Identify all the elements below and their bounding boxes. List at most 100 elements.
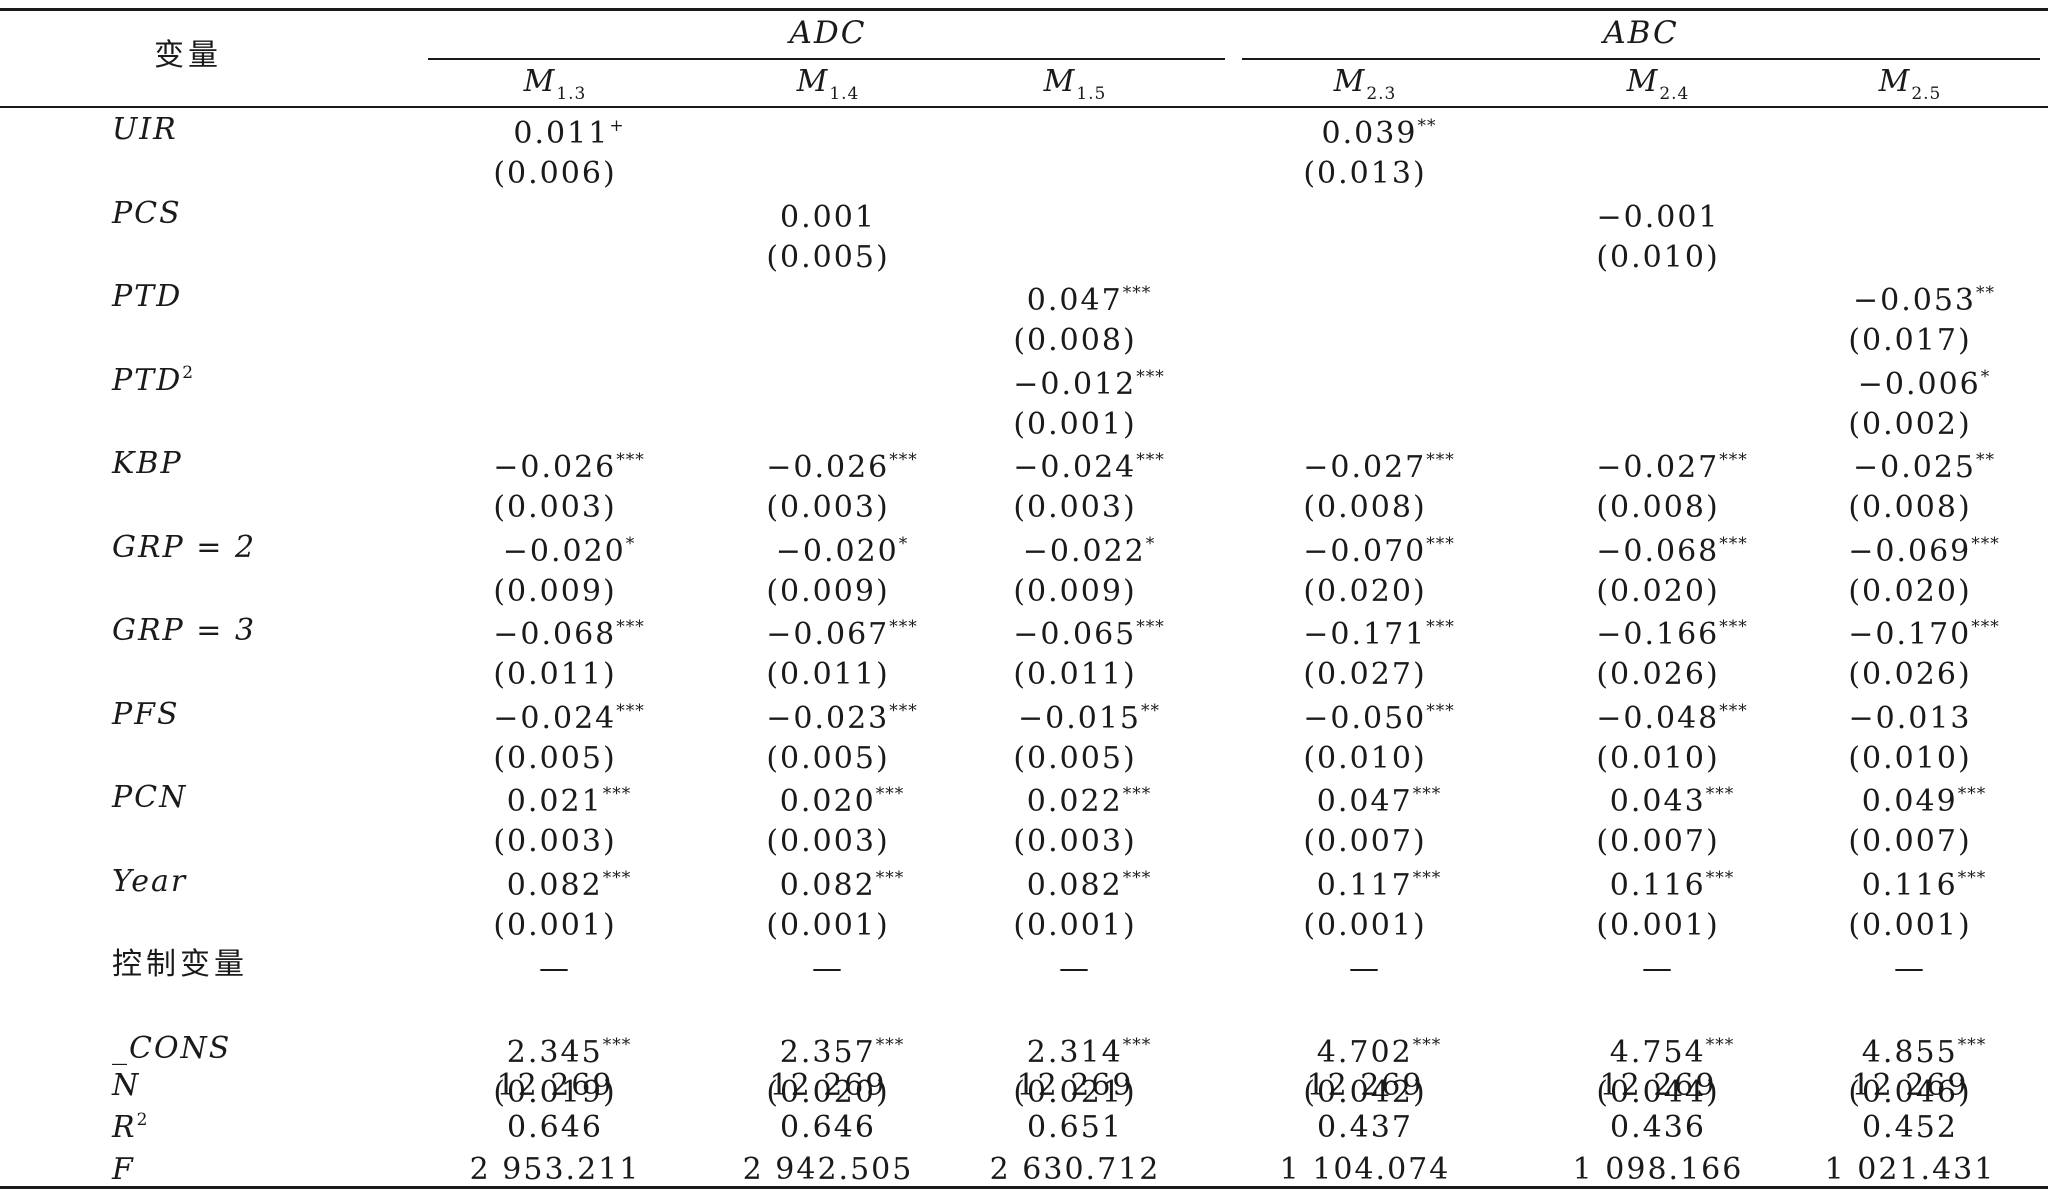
stat-label-text: R	[112, 1110, 137, 1145]
significance-stars: ***	[1971, 533, 2000, 554]
significance-stars: **	[1141, 700, 1161, 721]
standard-error-cell: (0.002)	[1848, 406, 1972, 442]
coefficient-value: —	[1349, 951, 1381, 986]
stat-value-cell: 1 098.166	[1572, 1152, 1744, 1187]
row-label: 控制变量	[112, 947, 248, 983]
row-label: UIR	[112, 112, 178, 148]
standard-error-cell: (0.046)	[1848, 1074, 1972, 1110]
row-label: GRP = 3	[112, 613, 256, 649]
coefficient-value: −0.171	[1303, 617, 1427, 652]
coefficient-value: −0.065	[1013, 617, 1137, 652]
coefficient-value: −0.025	[1852, 450, 1977, 485]
standard-error-cell: (0.009)	[766, 573, 890, 609]
row-label: PTD	[112, 279, 182, 315]
standard-error-cell: (0.003)	[493, 490, 617, 525]
significance-stars: ***	[1122, 867, 1152, 888]
row-label: PCS	[112, 196, 182, 232]
stat-value-cell: 12 269	[1016, 1068, 1134, 1103]
standard-error-cell: (0.005)	[1013, 740, 1137, 776]
significance-stars: ***	[1136, 450, 1165, 470]
coefficient-value: −0.068	[1596, 533, 1720, 569]
coefficient-cell: −0.026***	[493, 450, 645, 486]
model-name: M	[1333, 64, 1367, 99]
significance-stars: ***	[875, 784, 905, 804]
row-label-text: UIR	[112, 112, 178, 147]
significance-stars: ***	[1122, 283, 1152, 303]
standard-error-cell: (0.008)	[1013, 323, 1137, 358]
significance-stars: ***	[602, 784, 632, 804]
coefficient-value: 0.039	[1321, 116, 1418, 151]
coefficient-value: 0.021	[506, 784, 603, 819]
significance-stars: ***	[1426, 700, 1455, 721]
coefficient-value: −0.070	[1303, 533, 1427, 569]
coefficient-cell: −0.027***	[1596, 450, 1748, 486]
standard-error-cell: (0.007)	[1848, 824, 1972, 859]
coefficient-cell: 0.116***	[1610, 868, 1734, 904]
coefficient-value: −0.026	[766, 450, 890, 485]
coefficient-value: —	[539, 951, 571, 986]
row-label-text: GRP = 2	[112, 529, 257, 565]
stat-label: N	[112, 1068, 140, 1104]
coefficient-cell: 2.314***	[1027, 1035, 1151, 1071]
standard-error-cell: (0.007)	[1303, 824, 1427, 859]
coefficient-value: 0.116	[1861, 867, 1958, 903]
significance-stars: ***	[1426, 533, 1455, 554]
standard-error-cell: (0.011)	[766, 657, 890, 692]
row-label-text: GRP = 3	[112, 613, 257, 648]
row-label-text: PTD	[112, 362, 183, 398]
coefficient-cell: —	[539, 951, 571, 987]
significance-stars: ***	[616, 450, 645, 470]
standard-error-cell: (0.027)	[1303, 657, 1427, 692]
coefficient-value: −0.024	[1013, 450, 1137, 485]
stat-value-cell: 0.452	[1862, 1110, 1958, 1145]
coefficient-cell: −0.065***	[1013, 617, 1165, 653]
coefficient-value: −0.166	[1596, 617, 1720, 652]
coefficient-cell: −0.068***	[1596, 534, 1748, 570]
coefficient-cell: −0.013	[1848, 701, 1971, 737]
standard-error-cell: (0.006)	[493, 156, 617, 191]
significance-stars: ***	[616, 617, 645, 637]
coefficient-value: 2.345	[506, 1034, 603, 1070]
group-header-abc: ABC	[1603, 15, 1679, 51]
row-label: Year	[112, 864, 187, 900]
row-label-text: _CONS	[112, 1030, 232, 1066]
model-name: M	[796, 64, 830, 99]
coefficient-value: −0.001	[1596, 199, 1720, 235]
significance-stars: ***	[1412, 1034, 1442, 1055]
coefficient-cell: −0.068***	[493, 617, 645, 653]
model-name: M	[523, 64, 557, 99]
stat-value-cell: 0.646	[507, 1110, 603, 1145]
coefficient-cell: 0.082***	[507, 868, 631, 904]
stat-value-cell: 12 269	[1851, 1068, 1969, 1103]
stat-value-cell: 2 942.505	[742, 1152, 914, 1187]
row-label-text: PFS	[112, 696, 180, 732]
coefficient-value: −0.050	[1303, 700, 1427, 736]
significance-stars: +	[609, 116, 625, 136]
coefficient-cell: 2.357***	[780, 1035, 904, 1071]
significance-stars: ***	[1412, 784, 1442, 804]
coefficient-value: 0.011	[513, 116, 610, 151]
significance-stars: ***	[1705, 867, 1735, 888]
coefficient-value: −0.006	[1857, 366, 1981, 402]
standard-error-cell: (0.008)	[1848, 490, 1972, 525]
significance-stars: **	[1417, 116, 1437, 136]
coefficient-cell: 0.020***	[780, 784, 904, 820]
coefficient-cell: —	[1059, 951, 1091, 987]
standard-error-cell: (0.003)	[1013, 824, 1137, 859]
coefficient-value: −0.024	[493, 700, 617, 736]
standard-error-cell: (0.020)	[766, 1074, 890, 1110]
coefficient-value: −0.068	[493, 617, 617, 652]
coefficient-value: −0.020	[775, 533, 899, 569]
model-name: M	[1043, 64, 1077, 99]
coefficient-cell: 0.082***	[780, 868, 904, 904]
coefficient-value: −0.069	[1848, 533, 1972, 569]
coefficient-cell: —	[812, 951, 844, 987]
row-label: KBP	[112, 446, 183, 482]
significance-stars: ***	[616, 700, 645, 721]
coefficient-value: −0.012	[1013, 366, 1137, 402]
standard-error-cell: (0.005)	[493, 740, 617, 776]
coefficient-value: 0.047	[1316, 784, 1413, 819]
stat-value-cell: 0.437	[1317, 1110, 1413, 1145]
coefficient-cell: 0.011+	[513, 116, 624, 152]
standard-error-cell: (0.003)	[766, 490, 890, 525]
